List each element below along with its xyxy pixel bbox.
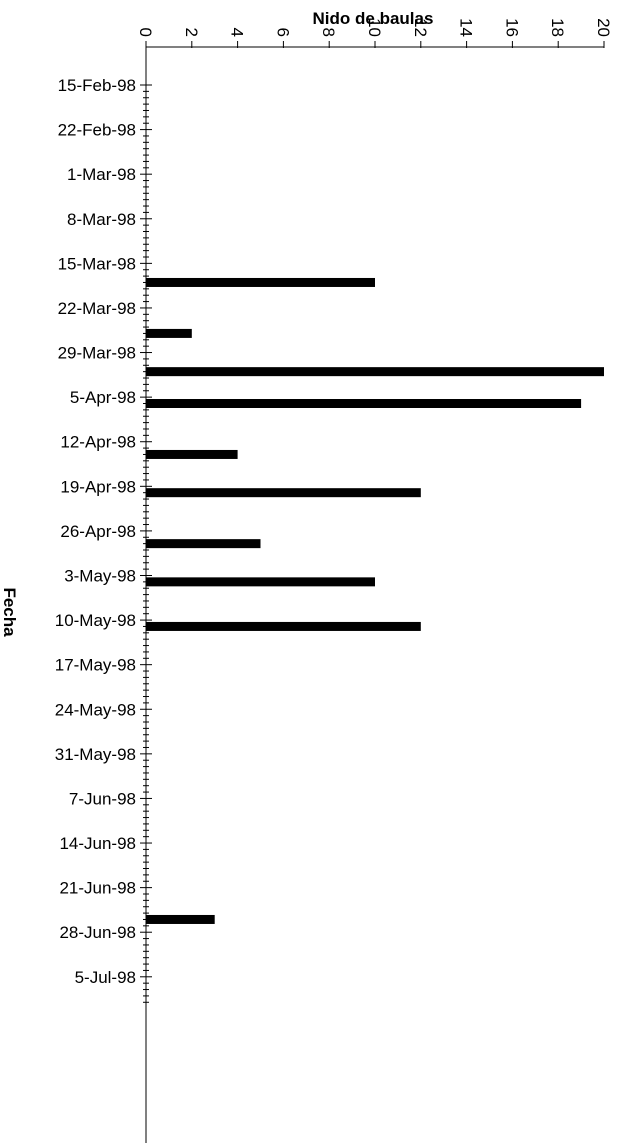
y-category-label: 24-May-98 bbox=[55, 700, 136, 719]
bar bbox=[146, 367, 604, 377]
bar bbox=[146, 277, 375, 287]
x-tick-label: 20 bbox=[594, 18, 613, 37]
y-category-label: 12-Apr-98 bbox=[60, 433, 136, 452]
y-category-label: 21-Jun-98 bbox=[59, 879, 136, 898]
x-tick-label: 12 bbox=[411, 18, 430, 37]
x-tick-label: 4 bbox=[228, 28, 247, 37]
y-category-label: 29-Mar-98 bbox=[58, 344, 136, 363]
x-tick-label: 10 bbox=[365, 18, 384, 37]
bars bbox=[146, 277, 604, 924]
bar bbox=[146, 621, 421, 631]
y-category-label: 3-May-98 bbox=[64, 566, 136, 585]
bar bbox=[146, 577, 375, 587]
y-category-label: 7-Jun-98 bbox=[69, 789, 136, 808]
y-category-label: 26-Apr-98 bbox=[60, 522, 136, 541]
y-category-label: 5-Apr-98 bbox=[70, 388, 136, 407]
y-category-label: 14-Jun-98 bbox=[59, 834, 136, 853]
y-category-label: 8-Mar-98 bbox=[67, 210, 136, 229]
y-category-label: 15-Mar-98 bbox=[58, 254, 136, 273]
y-category-label: 5-Jul-98 bbox=[75, 968, 136, 987]
x-tick-label: 0 bbox=[136, 28, 155, 37]
y-category-label: 1-Mar-98 bbox=[67, 165, 136, 184]
bar bbox=[146, 488, 421, 498]
y-category-label: 22-Mar-98 bbox=[58, 299, 136, 318]
x-tick-label: 8 bbox=[319, 28, 338, 37]
x-tick-label: 18 bbox=[548, 18, 567, 37]
x-tick-label: 16 bbox=[502, 18, 521, 37]
x-tick-label: 6 bbox=[273, 28, 292, 37]
bar bbox=[146, 914, 215, 924]
x-axis: 0 2 4 6 8 10 12 14 16 18 20 bbox=[136, 18, 613, 48]
y-category-label: 31-May-98 bbox=[55, 745, 136, 764]
bar bbox=[146, 539, 261, 549]
bar bbox=[146, 399, 582, 408]
x-tick-label: 14 bbox=[457, 18, 476, 37]
bar bbox=[146, 449, 238, 459]
y-category-label: 17-May-98 bbox=[55, 656, 136, 675]
y-category-label: 19-Apr-98 bbox=[60, 477, 136, 496]
y-axis: 15-Feb-98 22-Feb-98 1-Mar-98 8-Mar-98 15-Mar… bbox=[55, 47, 152, 1143]
y-category-label: 10-May-98 bbox=[55, 611, 136, 630]
bar bbox=[146, 328, 192, 338]
chart-title: Nido de baulas bbox=[313, 9, 434, 28]
y-category-label: 22-Feb-98 bbox=[58, 121, 136, 140]
y-category-label: 15-Feb-98 bbox=[58, 76, 136, 95]
x-tick-label: 2 bbox=[182, 28, 201, 37]
y-axis-label: Fecha bbox=[0, 587, 19, 637]
y-category-label: 28-Jun-98 bbox=[59, 923, 136, 942]
